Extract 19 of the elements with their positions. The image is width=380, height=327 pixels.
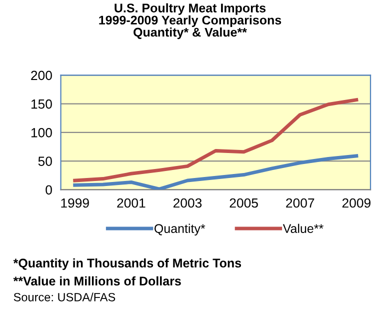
x-tick-label: 2009 bbox=[342, 198, 370, 208]
y-tick-label: 100 bbox=[31, 128, 52, 138]
source-note: Source: USDA/FAS bbox=[14, 292, 116, 302]
chart-title: U.S. Poultry Meat Imports 1999-2009 Yearly Comparisons Quantity* & Value** bbox=[99, 3, 282, 40]
y-tick-label: 0 bbox=[46, 185, 52, 195]
x-tick-label: 2003 bbox=[173, 198, 202, 208]
x-tick-label: 2001 bbox=[117, 198, 146, 208]
legend-label: Quantity* bbox=[154, 224, 206, 236]
x-tick-label: 2005 bbox=[230, 198, 258, 208]
x-tick-label: 1999 bbox=[61, 198, 89, 208]
text: **Value in Millions of Dollars bbox=[13, 276, 181, 286]
legend-label: Value** bbox=[282, 224, 324, 233]
line-series bbox=[73, 154, 358, 190]
y-tick-label: 50 bbox=[38, 156, 52, 166]
y-tick-label: 200 bbox=[31, 70, 52, 80]
y-tick-label: 150 bbox=[31, 99, 52, 109]
x-tick-label: 2007 bbox=[286, 198, 314, 208]
text: *Quantity in Thousands of Metric Tons bbox=[13, 258, 242, 270]
line-series bbox=[73, 98, 358, 182]
